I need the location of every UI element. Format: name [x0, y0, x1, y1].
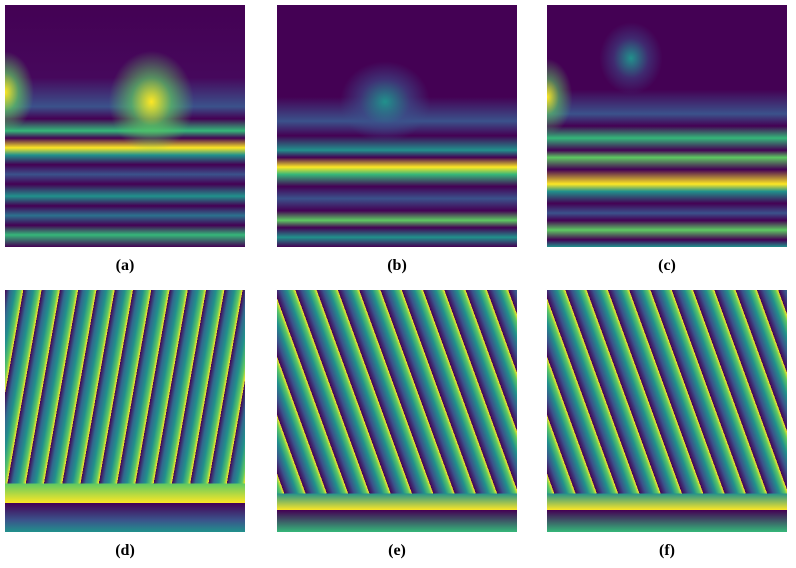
panel-image — [547, 5, 787, 247]
panel-caption: (b) — [387, 257, 407, 274]
panel-image — [277, 290, 517, 532]
panel-caption: (e) — [388, 542, 406, 559]
panel-caption: (f) — [659, 542, 675, 559]
panel-caption: (c) — [658, 257, 676, 274]
panel-image — [5, 5, 245, 247]
panel-caption: (a) — [115, 257, 135, 274]
panel-image — [277, 5, 517, 247]
panel-image — [5, 290, 245, 532]
panel-image — [547, 290, 787, 532]
panel-caption: (d) — [115, 542, 135, 559]
